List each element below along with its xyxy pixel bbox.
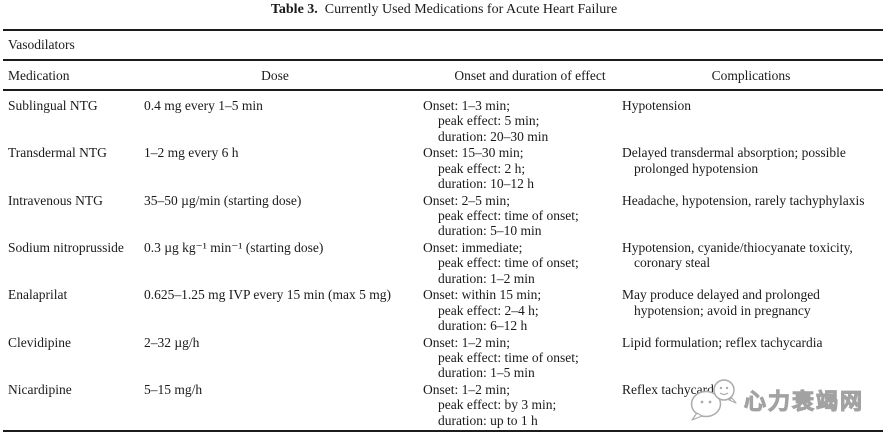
complications-line: Hypotension [622, 98, 691, 113]
table-row: Sodium nitroprusside 0.3 µg kg⁻¹ min⁻¹ (… [0, 239, 888, 286]
column-header-onset: Onset and duration of effect [454, 68, 606, 83]
horizontal-rule-under-section [3, 59, 883, 61]
chat-bubbles-logo [690, 379, 737, 421]
complications-cell: May produce delayed and prolonged hypote… [622, 287, 886, 318]
complications-cell: Delayed transdermal absorption; possible… [622, 145, 886, 176]
complications-cell: Headache, hypotension, rarely tachyphyla… [622, 193, 886, 208]
onset-line: peak effect: time of onset; [438, 255, 579, 271]
horizontal-rule-under-headers [3, 89, 883, 91]
medication-cell: Nicardipine [8, 381, 72, 397]
onset-cell: Onset: 1–2 min; peak effect: by 3 min; d… [423, 382, 621, 428]
medication-cell: Enalaprilat [8, 287, 68, 303]
column-header-dose: Dose [261, 68, 289, 83]
onset-line: duration: 10–12 h [438, 176, 534, 192]
dose-cell: 0.4 mg every 1–5 min [144, 98, 263, 113]
complications-cell: Hypotension, cyanide/thiocyanate toxicit… [622, 240, 886, 271]
onset-line: duration: 6–12 h [438, 318, 528, 334]
onset-line: duration: 20–30 min [438, 128, 549, 144]
medication-cell: Transdermal NTG [8, 145, 107, 161]
onset-line: duration: 1–5 min [438, 365, 535, 381]
onset-cell: Onset: 1–2 min; peak effect: time of ons… [423, 335, 621, 381]
onset-line: Onset: within 15 min; [423, 287, 542, 303]
onset-line: peak effect: 5 min; [438, 113, 540, 129]
column-header-row: Medication Dose Onset and duration of ef… [0, 68, 888, 86]
complications-line: Lipid formulation; reflex tachycardia [622, 334, 823, 350]
onset-line: duration: up to 1 h [438, 412, 538, 428]
medication-cell: Sublingual NTG [8, 98, 98, 113]
table-caption: Currently Used Medications for Acute Hea… [324, 2, 618, 17]
horizontal-rule-top [3, 29, 883, 31]
column-header-complications: Complications [711, 68, 791, 83]
table-row: Sublingual NTG 0.4 mg every 1–5 min Onse… [0, 97, 888, 144]
medication-cell: Intravenous NTG [8, 192, 103, 208]
complications-cell: Hypotension [622, 98, 886, 113]
dose-cell: 0.3 µg kg⁻¹ min⁻¹ (starting dose) [144, 239, 324, 255]
table-row: Transdermal NTG 1–2 mg every 6 h Onset: … [0, 144, 888, 191]
onset-cell: Onset: 15–30 min; peak effect: 2 h; dura… [423, 145, 621, 191]
onset-line: peak effect: time of onset; [438, 350, 579, 366]
table-body: Sublingual NTG 0.4 mg every 1–5 min Onse… [0, 97, 888, 428]
onset-line: peak effect: time of onset; [438, 208, 579, 224]
onset-cell: Onset: within 15 min; peak effect: 2–4 h… [423, 287, 621, 333]
complications-line: hypotension; avoid in pregnancy [634, 302, 811, 318]
complications-line: Hypotension, cyanide/thiocyanate toxicit… [622, 239, 853, 255]
complications-line: May produce delayed and prolonged [622, 287, 820, 303]
table-row: Enalaprilat 0.625–1.25 mg IVP every 15 m… [0, 286, 888, 333]
onset-line: peak effect: 2 h; [438, 160, 526, 176]
complications-line: prolonged hypotension [634, 160, 759, 176]
table-number: Table 3. [270, 2, 318, 17]
onset-line: duration: 5–10 min [438, 223, 542, 239]
complications-line: Delayed transdermal absorption; possible [622, 145, 846, 161]
watermark: 心力衰竭网 [688, 374, 884, 426]
onset-cell: Onset: immediate; peak effect: time of o… [423, 240, 621, 286]
dose-cell: 35–50 µg/min (starting dose) [144, 192, 302, 208]
dose-cell: 2–32 µg/h [144, 334, 200, 350]
dose-cell: 5–15 mg/h [144, 381, 203, 397]
onset-line: peak effect: by 3 min; [438, 397, 557, 413]
onset-cell: Onset: 1–3 min; peak effect: 5 min; dura… [423, 98, 621, 144]
onset-line: Onset: 1–3 min; [423, 98, 510, 113]
onset-line: duration: 1–2 min [438, 270, 535, 286]
onset-line: Onset: 1–2 min; [423, 334, 510, 350]
onset-line: Onset: 2–5 min; [423, 192, 510, 208]
column-header-medication: Medication [8, 68, 70, 83]
onset-line: Onset: immediate; [423, 239, 523, 255]
table-title: Table 3. Currently Used Medications for A… [0, 2, 888, 18]
dose-cell: 0.625–1.25 mg IVP every 15 min (max 5 mg… [144, 287, 391, 303]
medication-cell: Sodium nitroprusside [8, 239, 124, 255]
onset-line: Onset: 1–2 min; [423, 381, 510, 397]
onset-cell: Onset: 2–5 min; peak effect: time of ons… [423, 193, 621, 239]
complications-cell: Lipid formulation; reflex tachycardia [622, 335, 886, 350]
onset-line: Onset: 15–30 min; [423, 145, 524, 161]
dose-cell: 1–2 mg every 6 h [144, 145, 239, 161]
complications-line: Headache, hypotension, rarely tachyphyla… [622, 192, 865, 208]
watermark-text: 心力衰竭网 [743, 389, 865, 415]
table-row: Clevidipine 2–32 µg/h Onset: 1–2 min; pe… [0, 334, 888, 381]
complications-line: coronary steal [634, 255, 711, 271]
section-header-vasodilators: Vasodilators [8, 37, 75, 52]
table-row: Intravenous NTG 35–50 µg/min (starting d… [0, 192, 888, 239]
medication-cell: Clevidipine [8, 334, 71, 350]
table-row: Nicardipine 5–15 mg/h Onset: 1–2 min; pe… [0, 381, 888, 428]
onset-line: peak effect: 2–4 h; [438, 302, 539, 318]
horizontal-rule-bottom [3, 430, 883, 432]
